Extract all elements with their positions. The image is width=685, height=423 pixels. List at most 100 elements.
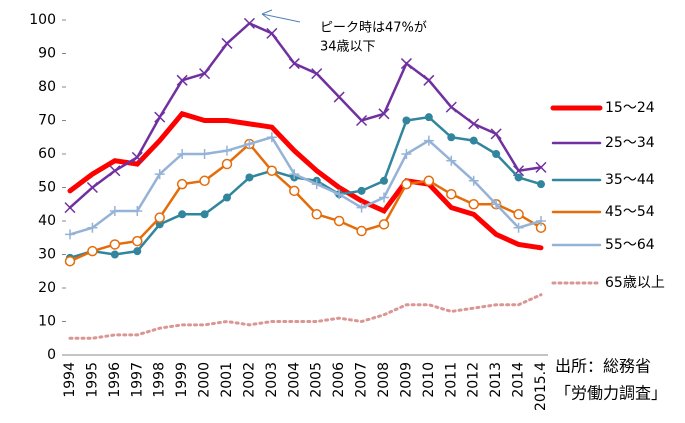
marker	[334, 189, 345, 200]
marker	[447, 133, 456, 142]
marker	[402, 116, 411, 125]
marker	[200, 210, 209, 219]
marker	[333, 91, 345, 103]
marker	[87, 245, 98, 257]
marker	[132, 235, 143, 247]
marker	[468, 175, 479, 186]
marker	[221, 37, 233, 49]
marker	[109, 239, 121, 250]
legend-label: 15～24	[605, 100, 655, 116]
marker	[536, 216, 546, 226]
annotation-arrow	[261, 13, 301, 23]
marker	[244, 138, 255, 149]
marker	[468, 118, 480, 130]
marker	[514, 173, 523, 182]
y-tick-label: 100	[29, 12, 56, 28]
marker	[133, 247, 142, 256]
y-tick-label: 50	[38, 180, 56, 196]
marker	[356, 225, 367, 237]
marker	[289, 185, 300, 197]
x-tick-label: 1998	[152, 362, 168, 398]
annotation: 34歳以下	[320, 40, 376, 55]
marker	[266, 165, 278, 176]
x-tick-label: 2011	[443, 362, 459, 398]
marker	[468, 199, 479, 210]
y-tick-label: 70	[38, 113, 56, 129]
x-tick-label: 2015.4	[533, 362, 549, 411]
marker	[245, 173, 254, 182]
x-tick-label: 1999	[174, 362, 190, 398]
y-tick-label: 40	[38, 213, 56, 229]
marker	[176, 74, 188, 86]
marker	[492, 150, 501, 158]
x-tick-label: 2003	[264, 362, 280, 398]
marker	[154, 212, 165, 223]
marker	[64, 202, 76, 214]
marker	[356, 202, 367, 213]
marker	[423, 74, 435, 86]
marker	[86, 181, 98, 194]
marker	[535, 161, 547, 173]
marker	[65, 229, 75, 240]
marker	[288, 58, 300, 70]
marker	[469, 136, 478, 145]
legend-label: 25～34	[605, 135, 655, 151]
x-tick-label: 1994	[62, 362, 78, 398]
marker	[445, 101, 457, 113]
marker	[537, 180, 545, 189]
x-tick-label: 2013	[488, 362, 504, 398]
marker	[311, 209, 322, 220]
source: 出所：総務省	[555, 357, 651, 376]
marker	[379, 192, 389, 203]
marker	[311, 179, 322, 190]
marker	[110, 250, 119, 259]
marker	[446, 155, 457, 166]
legend-label: 55～64	[605, 237, 655, 253]
marker	[223, 193, 231, 202]
y-tick-label: 20	[38, 280, 56, 296]
x-tick-label: 1997	[129, 362, 145, 398]
marker	[64, 255, 76, 267]
marker	[177, 149, 188, 159]
series-line	[68, 21, 543, 209]
x-tick-label: 2000	[197, 362, 213, 398]
marker	[378, 219, 390, 230]
marker	[178, 210, 187, 219]
marker	[221, 158, 233, 170]
marker	[154, 111, 166, 123]
legend-label: 35～44	[605, 172, 655, 188]
x-tick-label: 2006	[331, 362, 347, 398]
marker	[401, 149, 412, 159]
y-tick-label: 90	[38, 46, 56, 62]
x-tick-label: 2009	[398, 362, 414, 398]
x-tick-label: 2001	[219, 362, 235, 398]
marker	[424, 113, 433, 122]
x-tick-label: 2008	[376, 362, 392, 398]
marker	[243, 17, 255, 29]
marker	[513, 209, 524, 220]
marker	[400, 58, 412, 70]
source: 「労働力調査」	[555, 384, 667, 403]
marker	[356, 114, 368, 127]
marker	[109, 205, 120, 216]
series-line	[68, 142, 543, 263]
marker	[109, 165, 121, 177]
marker	[131, 151, 143, 163]
x-tick-label: 2014	[511, 362, 527, 398]
marker	[513, 222, 524, 233]
series-line	[68, 293, 543, 340]
y-tick-label: 80	[38, 79, 56, 95]
marker	[289, 169, 300, 180]
x-tick-label: 2002	[241, 362, 257, 398]
marker	[491, 199, 502, 210]
x-tick-label: 2012	[466, 362, 482, 398]
marker	[222, 145, 232, 156]
marker	[154, 169, 165, 180]
marker	[401, 178, 412, 190]
y-tick-label: 10	[38, 314, 56, 330]
marker	[490, 128, 502, 140]
marker	[446, 188, 457, 200]
marker	[311, 68, 323, 80]
marker	[378, 108, 390, 120]
